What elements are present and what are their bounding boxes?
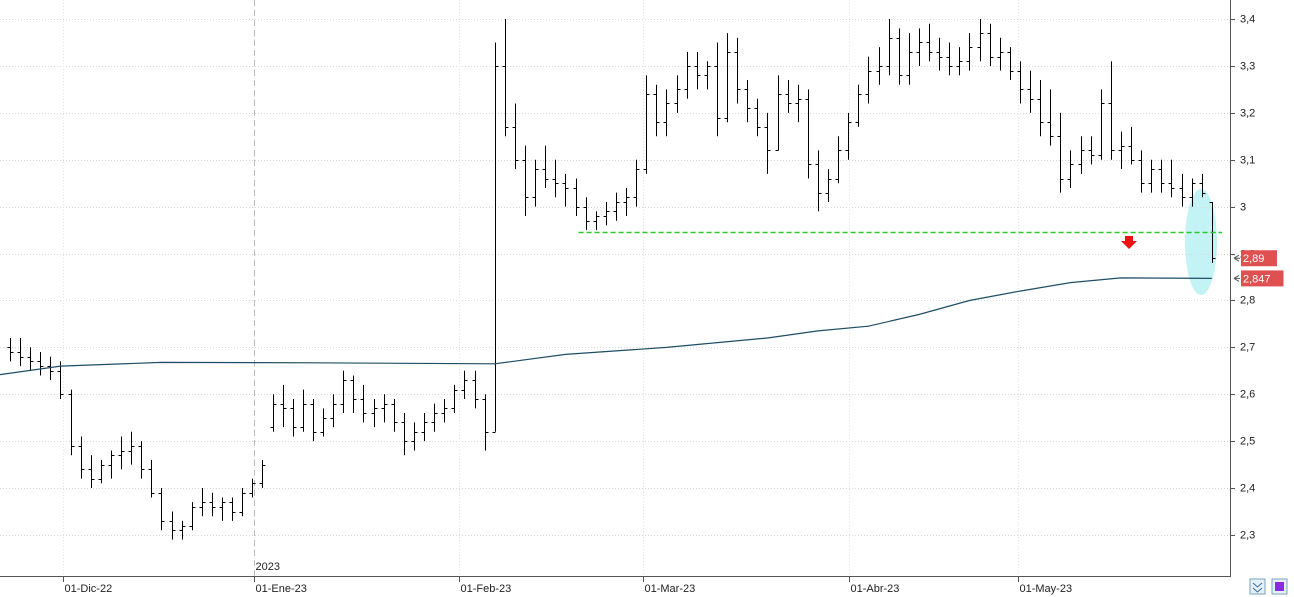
year-label: 2023	[256, 561, 280, 573]
y-tick-label: 3,4	[1240, 13, 1255, 25]
x-tick-label: 01-Mar-23	[645, 583, 696, 595]
x-tick-label: 01-Dic-22	[65, 583, 113, 595]
x-tick-label: 01-Feb-23	[461, 583, 512, 595]
y-tick-label: 2,8	[1240, 294, 1255, 306]
y-tick-label: 3,1	[1240, 154, 1255, 166]
y-tick-label: 2,4	[1240, 482, 1255, 494]
plot	[0, 0, 1230, 576]
y-tick-label: 2,5	[1240, 435, 1255, 447]
x-tick-label: 01-Ene-23	[256, 583, 307, 595]
marker-label: 2,847	[1243, 273, 1271, 285]
scroll-icon	[1252, 582, 1263, 593]
moving-average	[0, 277, 1212, 376]
save-icon	[1275, 582, 1284, 591]
marker-box	[1241, 250, 1277, 267]
highlight	[1185, 189, 1217, 295]
marker-box	[1241, 270, 1284, 287]
marker-label: 2,89	[1243, 253, 1264, 265]
marker-pointer	[1233, 274, 1240, 282]
y-tick-label: 3	[1240, 201, 1246, 213]
x-tick-label: 01-Abr-23	[851, 583, 900, 595]
y-tick-label: 2,3	[1240, 529, 1255, 541]
y-tick-label: 2,7	[1240, 341, 1255, 353]
y-tick-label: 3,2	[1240, 107, 1255, 119]
x-tick-label: 01-May-23	[1020, 583, 1073, 595]
down-arrow	[1121, 236, 1137, 249]
y-tick-label: 3,3	[1240, 60, 1255, 72]
y-tick-label: 2,6	[1240, 388, 1255, 400]
marker-pointer	[1233, 254, 1240, 262]
